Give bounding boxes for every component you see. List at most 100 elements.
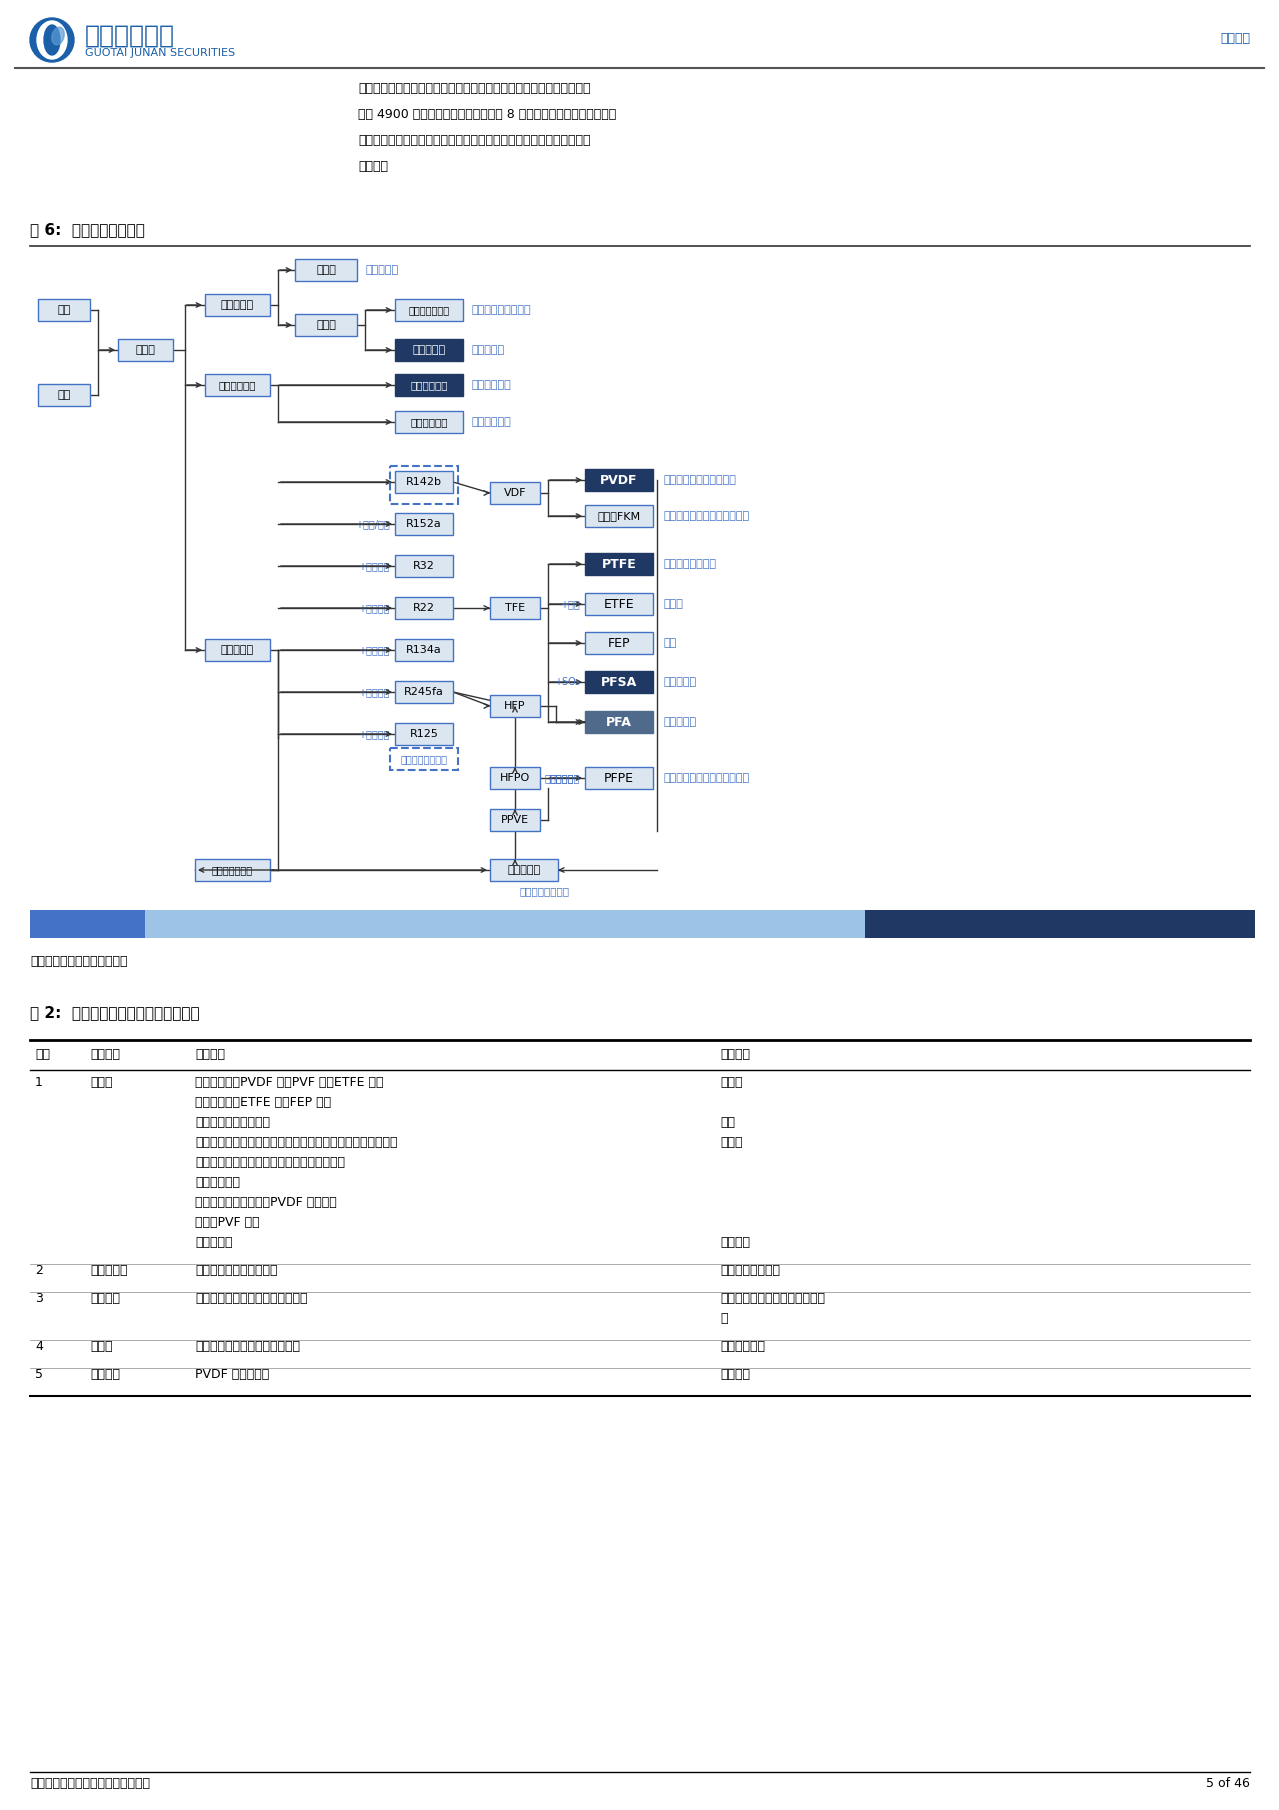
Bar — [490, 695, 540, 717]
Bar — [205, 639, 270, 661]
Text: 无机氟材料: 无机氟材料 — [221, 300, 255, 310]
Text: 制冷剂、发泡剂等: 制冷剂、发泡剂等 — [400, 755, 448, 764]
Text: 缆: 缆 — [720, 1312, 728, 1325]
Text: PVDF: PVDF — [600, 474, 638, 487]
Bar — [490, 860, 558, 881]
Text: 氟化盐: 氟化盐 — [316, 320, 336, 329]
Text: 光氧化聚合: 光氧化聚合 — [551, 773, 579, 784]
Text: 三氟甲基磺酰亚胺锂等）、电解液溶剂（氟代: 三氟甲基磺酰亚胺锂等）、电解液溶剂（氟代 — [194, 1157, 345, 1169]
Text: 医疗、通信: 医疗、通信 — [663, 717, 696, 728]
Text: 2: 2 — [35, 1263, 43, 1278]
Text: 农药、医药、染料: 农药、医药、染料 — [521, 887, 570, 896]
Bar — [205, 375, 270, 396]
Bar — [205, 293, 270, 317]
Text: 4: 4 — [35, 1339, 43, 1354]
Text: 硫酸: 硫酸 — [58, 389, 70, 400]
Bar — [395, 411, 463, 433]
Text: 产业深度: 产业深度 — [1220, 31, 1250, 45]
Bar — [395, 375, 463, 396]
Text: PFA: PFA — [606, 715, 632, 728]
Text: +乙炔/电石: +乙炔/电石 — [356, 519, 390, 529]
Text: 下游: 下游 — [1051, 918, 1068, 930]
Text: 含氟中间体: 含氟中间体 — [508, 865, 541, 874]
Text: ETFE: ETFE — [604, 597, 634, 610]
Text: 含氟质子膜: 含氟质子膜 — [194, 1236, 233, 1249]
Text: HFPO: HFPO — [500, 773, 530, 784]
Text: 航空航天等工业密封件、胶管: 航空航天等工业密封件、胶管 — [663, 510, 749, 521]
Text: 锂电池: 锂电池 — [720, 1137, 743, 1149]
Bar — [29, 910, 145, 938]
Text: 氟橡胶FKM: 氟橡胶FKM — [597, 510, 641, 521]
Bar — [395, 471, 453, 492]
Text: 国泰君安证券: 国泰君安证券 — [84, 24, 175, 49]
Bar — [490, 809, 540, 831]
Text: 自给率呈下降趋势，供需缺口将逐步扩大，我国氟化工行业增质提效势: 自给率呈下降趋势，供需缺口将逐步扩大，我国氟化工行业增质提效势 — [358, 134, 591, 147]
Text: 电池电解液: 电池电解液 — [471, 346, 504, 355]
Bar — [395, 639, 453, 661]
Text: VDF: VDF — [504, 489, 526, 498]
Bar — [585, 594, 654, 615]
Text: 六氟磷酸锂: 六氟磷酸锂 — [412, 346, 445, 355]
Text: 叶轮氟涂料、冷却工质: 叶轮氟涂料、冷却工质 — [194, 1117, 270, 1129]
Text: 含氟创新农药: 含氟创新农药 — [720, 1339, 765, 1354]
Text: 含氟前板膜（ETFE 膜、FEP 膜）: 含氟前板膜（ETFE 膜、FEP 膜） — [194, 1097, 331, 1110]
Text: +四氟乙烯: +四氟乙烯 — [358, 729, 390, 738]
Text: 燃料电池: 燃料电池 — [720, 1236, 749, 1249]
Ellipse shape — [29, 18, 74, 62]
Text: PFPE: PFPE — [604, 771, 634, 784]
Bar — [585, 767, 654, 789]
Text: 动力锂电池、密封: 动力锂电池、密封 — [720, 1263, 780, 1278]
Text: 序号: 序号 — [35, 1048, 50, 1061]
Bar — [295, 313, 357, 337]
Text: 含氟电子特气: 含氟电子特气 — [411, 416, 448, 427]
Bar — [865, 910, 1255, 938]
Text: 3: 3 — [35, 1292, 43, 1305]
Bar — [395, 299, 463, 320]
Text: +四氯化碳: +四氯化碳 — [358, 688, 390, 697]
Text: 新能源: 新能源 — [90, 1075, 113, 1090]
Bar — [38, 299, 90, 320]
Text: 离子交换膜: 离子交换膜 — [663, 677, 696, 688]
Text: R22: R22 — [413, 603, 435, 614]
Text: 5: 5 — [35, 1368, 43, 1381]
Text: PTFE: PTFE — [601, 557, 637, 570]
Bar — [145, 910, 865, 938]
Text: 铝电解工业: 铝电解工业 — [365, 264, 398, 275]
Text: 隔膜（PVF 膜）: 隔膜（PVF 膜） — [194, 1216, 260, 1229]
Text: +三氯甲烷: +三氯甲烷 — [358, 603, 390, 614]
Text: 电子级氟化物: 电子级氟化物 — [219, 380, 256, 389]
Text: 膜材料: 膜材料 — [663, 599, 683, 608]
Text: FEP: FEP — [608, 637, 631, 650]
Bar — [395, 722, 453, 746]
Text: 氟离子催化: 氟离子催化 — [545, 773, 574, 784]
Bar — [585, 469, 654, 491]
Bar — [194, 860, 270, 881]
Bar — [490, 767, 540, 789]
Bar — [395, 681, 453, 702]
Text: 通信: 通信 — [663, 637, 677, 648]
Text: TFE: TFE — [505, 603, 526, 614]
Text: 5 of 46: 5 of 46 — [1206, 1777, 1250, 1790]
Text: 含氟锂电池材料、氟橡胶: 含氟锂电池材料、氟橡胶 — [194, 1263, 278, 1278]
Bar — [395, 556, 453, 577]
Text: +三氯乙烯: +三氯乙烯 — [358, 644, 390, 655]
Text: 电解液材料：电解质锂盐（六氟磷酸锂、三氟甲基磺酸锂、双: 电解液材料：电解质锂盐（六氟磷酸锂、三氟甲基磺酸锂、双 — [194, 1137, 398, 1149]
Text: 表 2:  氟材料与战略性新兴产业相关性: 表 2: 氟材料与战略性新兴产业相关性 — [29, 1005, 200, 1021]
Text: 太阳能: 太阳能 — [720, 1075, 743, 1090]
Text: 中游: 中游 — [496, 918, 513, 930]
Ellipse shape — [51, 27, 64, 45]
Text: PFSA: PFSA — [601, 675, 637, 688]
Text: 氟化钠、氟化镁: 氟化钠、氟化镁 — [408, 306, 449, 315]
Text: 新能源汽车: 新能源汽车 — [90, 1263, 128, 1278]
Text: 航空润滑剂、数据中心冷却液: 航空润滑剂、数据中心冷却液 — [663, 773, 749, 784]
Text: R125: R125 — [409, 729, 439, 738]
Text: 涂料、注塑、电池、光伏: 涂料、注塑、电池、光伏 — [663, 474, 735, 485]
Bar — [390, 748, 458, 769]
Text: 附加值氟产品多处于成长期。随着氟化工迅速发展，从储量来看，我国: 附加值氟产品多处于成长期。随着氟化工迅速发展，从储量来看，我国 — [358, 81, 591, 94]
Text: 石化、电子、电池: 石化、电子、电池 — [663, 559, 716, 568]
Text: +乙烯: +乙烯 — [560, 599, 579, 608]
Text: 新医药: 新医药 — [90, 1339, 113, 1354]
Text: R134a: R134a — [407, 644, 441, 655]
Text: 锂电池电极用粘合剂（PVDF 粘合剂）: 锂电池电极用粘合剂（PVDF 粘合剂） — [194, 1196, 336, 1209]
Bar — [395, 597, 453, 619]
